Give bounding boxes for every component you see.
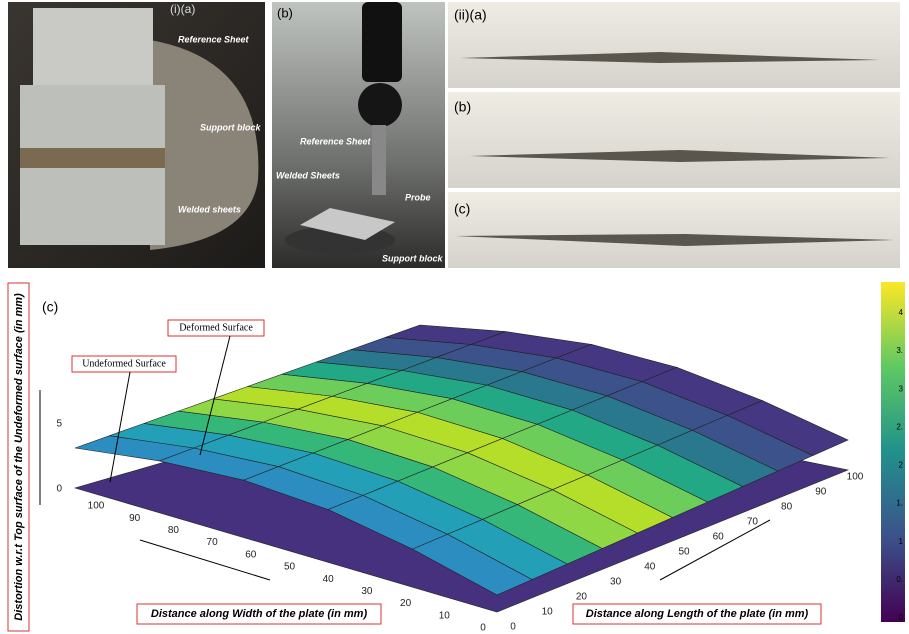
photo-background: [448, 2, 900, 88]
colorbar-tick-label: 3: [899, 384, 904, 393]
annotation: Probe: [405, 192, 431, 202]
probe-stem: [372, 125, 386, 195]
panel-label: (c): [454, 201, 470, 217]
colorbar-tick-label: 2: [899, 461, 904, 470]
photo-b: (b) Reference Sheet Welded Sheets Probe …: [272, 2, 445, 268]
probe-head: [362, 2, 402, 82]
colorbar-tick-label: 4: [899, 308, 904, 317]
legend-arrow: [110, 372, 130, 482]
deformed-surface: [75, 325, 848, 595]
panel-label: (ii)(a): [454, 7, 487, 23]
colorbar-tick-label: 1: [899, 537, 904, 546]
legend-entry: Undeformed Surface: [82, 358, 166, 369]
length-tick-label: 80: [781, 502, 793, 513]
side-views: (ii)(a) (b) (c): [448, 2, 900, 268]
colorbar-tick-label: 0: [899, 613, 904, 622]
length-tick-label: 10: [542, 607, 554, 618]
photo-i: (i)(a) Reference Sheet Support block Wel…: [8, 2, 265, 268]
probe-joint: [358, 83, 402, 127]
length-axis-label: Distance along Length of the plate (in m…: [586, 608, 809, 620]
annotation: Reference Sheet: [178, 34, 250, 44]
annotation: Support block: [382, 253, 443, 263]
annotation: Welded sheets: [178, 204, 241, 214]
z-axis-label: Distortion w.r.t Top surface of the Unde…: [13, 293, 25, 621]
panel-label: (i)(a): [170, 2, 195, 16]
photo-background: [448, 92, 900, 188]
panel-label: (b): [454, 99, 471, 115]
width-tick-label: 0: [480, 623, 486, 634]
length-tick-label: 30: [610, 577, 622, 588]
reference-sheet: [33, 8, 153, 88]
width-tick-label: 70: [207, 537, 219, 548]
width-axis-label: Distance along Width of the plate (in mm…: [151, 608, 368, 620]
legend-entry: Deformed Surface: [179, 322, 253, 333]
width-tick-label: 100: [88, 501, 105, 512]
photo-background: [448, 192, 900, 268]
panel-label: (b): [277, 5, 293, 20]
colorbar: [881, 282, 905, 622]
weld-bead: [20, 148, 165, 168]
surface-plot: (c) Deformed Surface Undeformed Surface …: [8, 282, 905, 634]
length-tick-label: 50: [678, 547, 690, 558]
figure: (i)(a) Reference Sheet Support block Wel…: [0, 0, 909, 634]
length-tick-label: 40: [644, 562, 656, 573]
length-tick-label: 90: [815, 487, 827, 498]
width-tick-label: 40: [323, 574, 335, 585]
annotation: Reference Sheet: [300, 136, 372, 146]
width-tick-label: 50: [284, 562, 296, 573]
annotation: Welded Sheets: [276, 170, 340, 180]
colorbar-tick-label: 1.: [896, 499, 903, 508]
width-tick-label: 30: [361, 586, 373, 597]
length-tick-label: 0: [510, 622, 516, 633]
panel-label: (c): [42, 299, 58, 315]
z-tick-label: 5: [56, 419, 62, 430]
width-tick-label: 20: [400, 598, 412, 609]
width-tick-label: 10: [439, 610, 451, 621]
length-tick-label: 70: [747, 517, 759, 528]
length-tick-label: 20: [576, 592, 588, 603]
colorbar-tick-label: 0.: [896, 575, 903, 584]
colorbar-tick-label: 3.: [896, 346, 903, 355]
length-tick-label: 60: [713, 532, 725, 543]
z-tick-label: 0: [56, 484, 62, 495]
colorbar-tick-label: 2.: [896, 422, 903, 431]
width-tick-label: 90: [129, 513, 141, 524]
width-tick-label: 60: [245, 549, 257, 560]
length-tick-label: 100: [847, 472, 864, 483]
annotation: Support block: [200, 122, 261, 132]
width-tick-label: 80: [168, 525, 180, 536]
